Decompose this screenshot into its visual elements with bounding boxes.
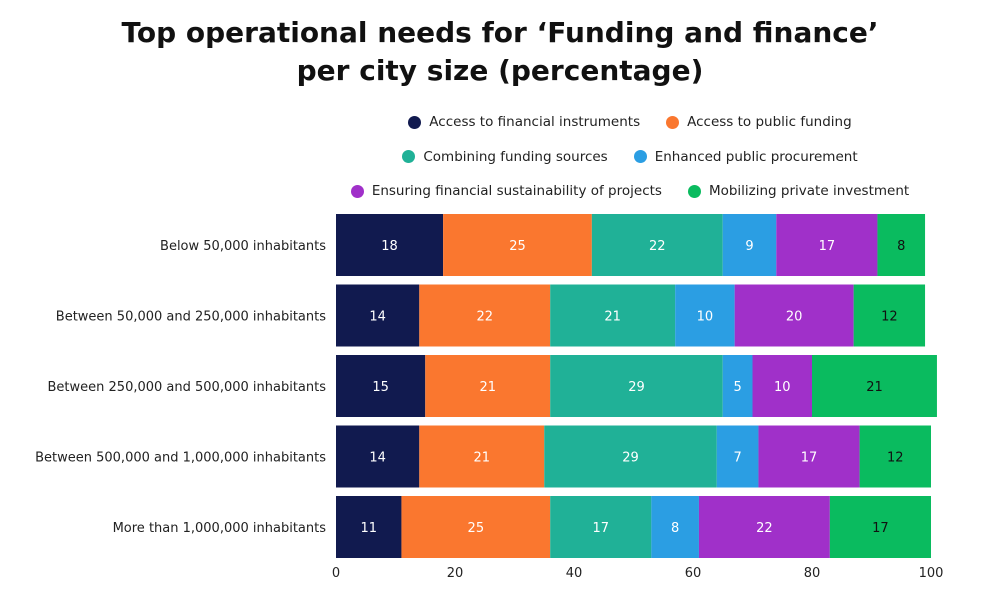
bar-segment-ensuring-financial-sustainability-of-projects-4[interactable]: [758, 425, 860, 488]
legend-dot-public-procurement: [633, 150, 647, 164]
data-label-combining-funding-sources-2: 21: [604, 310, 621, 325]
data-label-enhanced-public-procurement-4: 7: [733, 451, 741, 466]
legend-item-public-funding[interactable]: Access to public funding: [666, 114, 852, 130]
x-tick-label-2: 20: [447, 566, 464, 581]
bar-segment-ensuring-financial-sustainability-of-projects-5[interactable]: [698, 496, 830, 558]
bar-segment-mobilizing-private-investment-2[interactable]: [853, 284, 926, 347]
legend-dot-public-funding: [666, 115, 680, 129]
legend-label-financial-instruments: Access to financial instruments: [429, 114, 641, 131]
legend-dot-financial-instruments: [408, 115, 422, 129]
category-label-3: Between 250,000 and 500,000 inhabitants: [48, 380, 327, 395]
legend-item-public-procurement[interactable]: Enhanced public procurement: [633, 148, 858, 165]
bar-segment-access-to-public-funding-2[interactable]: [419, 284, 551, 347]
bar-segment-access-to-financial-instruments-3[interactable]: [336, 355, 426, 417]
bar-segment-combining-funding-sources-1[interactable]: [591, 214, 723, 276]
category-label-4: Between 500,000 and 1,000,000 inhabitant…: [35, 451, 326, 466]
data-label-access-to-financial-instruments-1: 18: [381, 239, 398, 254]
chart-title-line-2: per city size (percentage): [296, 54, 704, 87]
legend-item-financial-sustainability[interactable]: Ensuring financial sustainability of pro…: [350, 183, 662, 200]
data-label-access-to-financial-instruments-2: 14: [369, 310, 386, 325]
data-label-ensuring-financial-sustainability-of-projects-2: 20: [786, 310, 803, 325]
chart-title-line-1: Top operational needs for ‘Funding and f…: [121, 16, 879, 49]
bar-segment-combining-funding-sources-2[interactable]: [550, 284, 676, 347]
bar-segment-mobilizing-private-investment-5[interactable]: [829, 496, 931, 558]
bar-segment-ensuring-financial-sustainability-of-projects-2[interactable]: [734, 284, 854, 347]
legend-label-public-procurement: Enhanced public procurement: [654, 148, 858, 165]
data-label-ensuring-financial-sustainability-of-projects-4: 17: [801, 451, 818, 466]
legend-row-2: Combining funding sources Enhanced publi…: [330, 140, 930, 175]
legend-label-financial-sustainability: Ensuring financial sustainability of pro…: [371, 183, 662, 200]
bar-segment-access-to-financial-instruments-5[interactable]: [336, 496, 402, 558]
data-label-ensuring-financial-sustainability-of-projects-5: 22: [756, 521, 773, 536]
data-label-enhanced-public-procurement-5: 8: [671, 521, 679, 536]
category-label-5: More than 1,000,000 inhabitants: [113, 521, 327, 536]
data-label-access-to-public-funding-5: 25: [468, 521, 485, 536]
data-label-mobilizing-private-investment-5: 17: [872, 521, 889, 536]
data-label-combining-funding-sources-1: 22: [649, 239, 666, 254]
bar-segment-combining-funding-sources-3[interactable]: [550, 355, 723, 417]
data-label-access-to-public-funding-4: 21: [474, 451, 491, 466]
data-label-mobilizing-private-investment-3: 21: [866, 380, 883, 395]
legend-label-combining-funding: Combining funding sources: [423, 148, 608, 165]
data-label-access-to-public-funding-1: 25: [509, 239, 526, 254]
x-tick-label-6: 100: [919, 566, 944, 581]
data-label-access-to-financial-instruments-4: 14: [369, 451, 386, 466]
legend-item-private-investment[interactable]: Mobilizing private investment: [687, 183, 910, 200]
data-label-access-to-public-funding-2: 22: [476, 310, 493, 325]
bar-segment-mobilizing-private-investment-1[interactable]: [877, 214, 926, 276]
legend-dot-private-investment: [687, 184, 701, 198]
x-tick-label-3: 40: [566, 566, 583, 581]
bar-segment-access-to-financial-instruments-2[interactable]: [336, 284, 420, 347]
bar-segment-access-to-financial-instruments-1[interactable]: [336, 214, 444, 276]
legend-label-private-investment: Mobilizing private investment: [708, 183, 910, 200]
data-label-access-to-financial-instruments-5: 11: [360, 521, 377, 536]
data-label-ensuring-financial-sustainability-of-projects-3: 10: [774, 380, 791, 395]
bar-segment-access-to-financial-instruments-4[interactable]: [336, 425, 420, 488]
data-label-combining-funding-sources-5: 17: [593, 521, 610, 536]
bar-segment-enhanced-public-procurement-4[interactable]: [716, 425, 759, 488]
bar-segment-enhanced-public-procurement-5[interactable]: [651, 496, 699, 558]
bar-segment-enhanced-public-procurement-2[interactable]: [675, 284, 735, 347]
data-label-enhanced-public-procurement-3: 5: [733, 380, 741, 395]
bar-segment-enhanced-public-procurement-1[interactable]: [722, 214, 777, 276]
legend-item-combining-funding[interactable]: Combining funding sources: [402, 148, 608, 165]
legend-label-public-funding: Access to public funding: [687, 114, 852, 131]
bar-segment-access-to-public-funding-3[interactable]: [425, 355, 551, 417]
bar-segment-ensuring-financial-sustainability-of-projects-3[interactable]: [752, 355, 813, 417]
data-label-mobilizing-private-investment-2: 12: [881, 310, 898, 325]
legend-item-financial-instruments[interactable]: Access to financial instruments: [408, 114, 640, 130]
data-label-access-to-public-funding-3: 21: [479, 380, 496, 395]
legend-dot-financial-sustainability: [350, 184, 364, 198]
chart-legend: Access to financial instruments Access t…: [330, 105, 930, 209]
data-label-access-to-financial-instruments-3: 15: [372, 380, 389, 395]
category-label-1: Below 50,000 inhabitants: [160, 239, 326, 254]
legend-row-1: Access to financial instruments Access t…: [330, 105, 930, 140]
chart-title: Top operational needs for ‘Funding and f…: [0, 14, 1000, 90]
bar-segment-access-to-public-funding-1[interactable]: [443, 214, 592, 276]
bar-segment-combining-funding-sources-5[interactable]: [550, 496, 652, 558]
bar-segment-mobilizing-private-investment-3[interactable]: [812, 355, 937, 417]
bar-segment-access-to-public-funding-5[interactable]: [401, 496, 551, 558]
data-label-enhanced-public-procurement-2: 10: [697, 310, 714, 325]
bar-segment-combining-funding-sources-4[interactable]: [544, 425, 717, 488]
bar-segment-access-to-public-funding-4[interactable]: [419, 425, 545, 488]
bar-segment-mobilizing-private-investment-4[interactable]: [859, 425, 931, 488]
category-label-2: Between 50,000 and 250,000 inhabitants: [56, 310, 326, 325]
bar-segment-ensuring-financial-sustainability-of-projects-1[interactable]: [776, 214, 878, 276]
bar-segment-enhanced-public-procurement-3[interactable]: [722, 355, 753, 417]
x-tick-label-1: 0: [332, 566, 340, 581]
data-label-ensuring-financial-sustainability-of-projects-1: 17: [819, 239, 836, 254]
x-tick-label-4: 60: [685, 566, 702, 581]
data-label-mobilizing-private-investment-1: 8: [897, 239, 905, 254]
data-label-enhanced-public-procurement-1: 9: [745, 239, 753, 254]
data-label-mobilizing-private-investment-4: 12: [887, 451, 904, 466]
data-label-combining-funding-sources-4: 29: [622, 451, 639, 466]
legend-dot-combining-funding: [402, 150, 416, 164]
x-tick-label-5: 80: [804, 566, 821, 581]
data-label-combining-funding-sources-3: 29: [628, 380, 645, 395]
legend-row-3: Ensuring financial sustainability of pro…: [330, 174, 930, 209]
